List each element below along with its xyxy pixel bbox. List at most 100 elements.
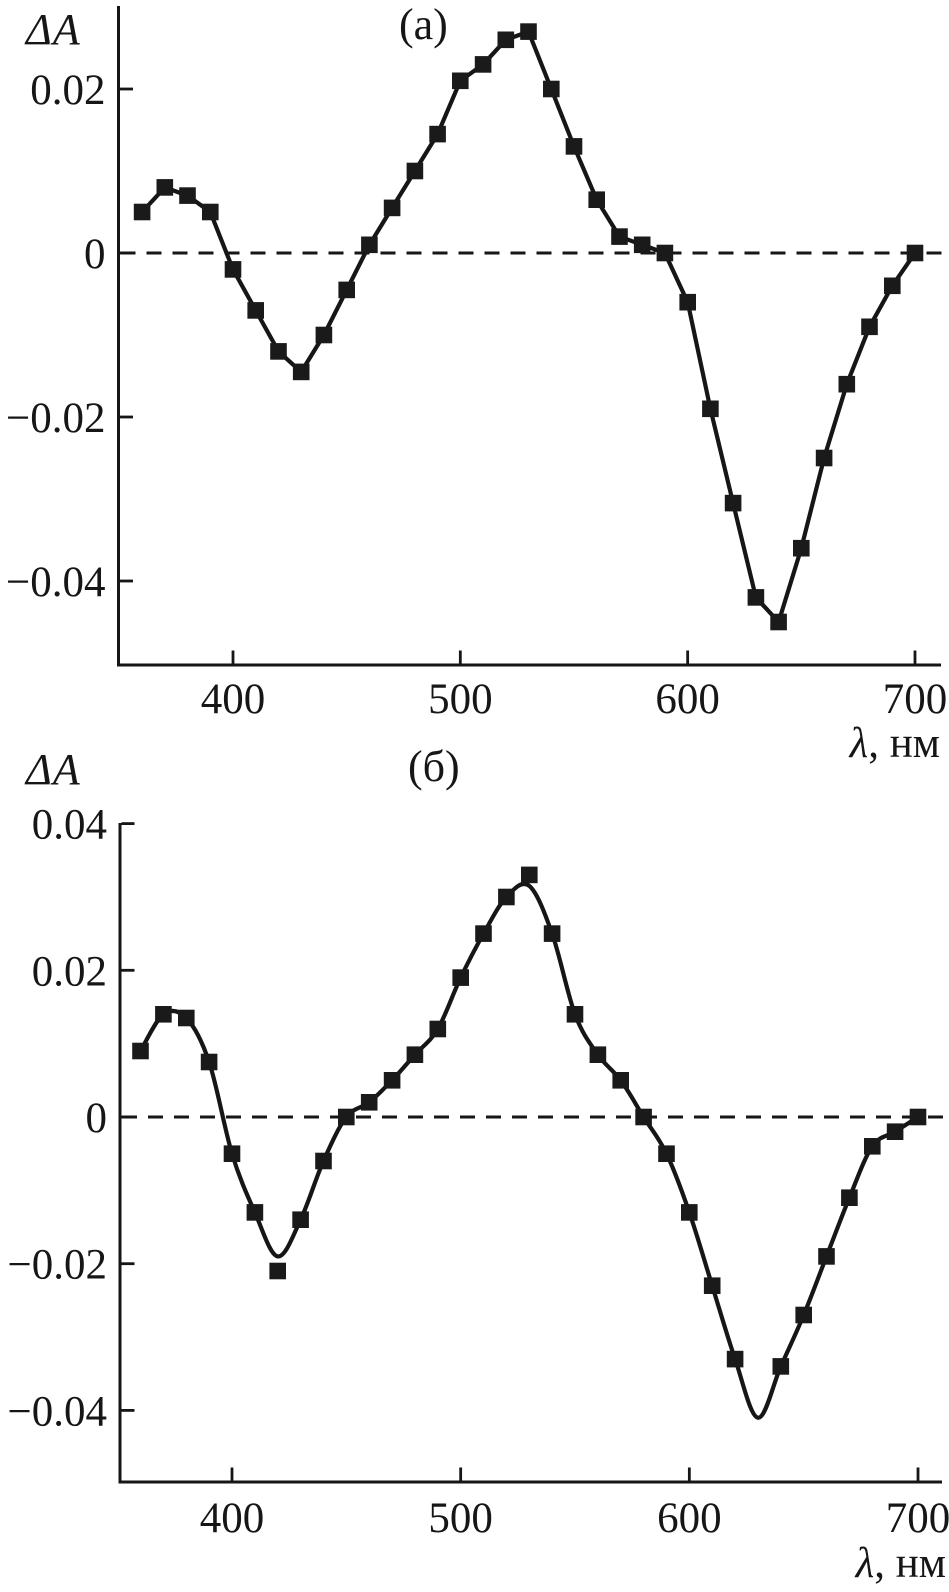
data-curve-b	[138, 881, 921, 1420]
x-tick-label: 600	[655, 676, 720, 723]
x-tick-label: 500	[428, 1495, 493, 1542]
y-tick-label: −0.04	[6, 559, 106, 606]
data-point-marker	[588, 191, 605, 208]
data-point-marker	[703, 1277, 721, 1294]
panel-a: 400 500 600 700 0.02 0 −0.02 −0.04	[6, 6, 947, 723]
data-point-marker	[315, 326, 333, 344]
data-point-marker	[383, 1072, 401, 1089]
data-point-marker	[884, 277, 901, 295]
y-tick-label: 0.04	[32, 802, 107, 849]
data-point-marker	[747, 589, 765, 606]
data-point-marker	[772, 1358, 790, 1375]
panel-a-y-axis-label: ΔA	[26, 5, 81, 54]
panel-b-title: (б)	[408, 742, 460, 791]
data-point-marker	[658, 1145, 675, 1162]
data-point-marker	[475, 925, 492, 942]
data-point-marker	[861, 318, 878, 336]
axis-lines	[117, 6, 941, 667]
data-point-marker	[565, 138, 583, 155]
data-point-marker	[818, 1248, 835, 1265]
x-tick-label: 500	[428, 676, 493, 723]
data-point-marker	[906, 244, 924, 262]
y-tick-label: −0.02	[6, 395, 106, 442]
data-point-marker	[383, 199, 401, 217]
data-point-marker	[202, 203, 219, 221]
data-point-marker	[543, 925, 561, 942]
data-point-marker	[200, 1053, 218, 1071]
data-point-marker	[338, 1108, 355, 1126]
data-point-marker	[702, 400, 719, 418]
data-point-marker	[520, 23, 537, 40]
data-point-marker	[429, 1020, 447, 1038]
data-point-marker	[909, 1108, 927, 1126]
x-tick-label: 400	[201, 676, 266, 723]
data-point-marker	[406, 1046, 424, 1063]
data-point-marker	[406, 162, 424, 180]
data-point-marker	[612, 1072, 629, 1089]
x-tick-label: 700	[886, 1495, 949, 1542]
data-point-marker	[315, 1152, 332, 1170]
data-point-marker	[179, 187, 196, 204]
data-point-marker	[589, 1046, 607, 1063]
data-point-marker	[429, 125, 446, 143]
panel-b: 400 500 600 700 0.04 0.02 0 −0.02 −0.04	[7, 802, 949, 1542]
y-tick-label: −0.04	[7, 1388, 107, 1435]
data-point-marker	[360, 1094, 378, 1111]
data-point-marker	[497, 31, 515, 49]
data-point-marker	[681, 1204, 698, 1221]
data-point-marker	[864, 1138, 881, 1155]
data-point-marker	[156, 179, 174, 196]
data-point-marker	[292, 363, 310, 381]
data-point-marker	[795, 1306, 812, 1324]
axis-lines	[118, 823, 942, 1484]
data-point-marker	[270, 343, 287, 360]
data-point-marker	[633, 236, 651, 254]
y-tick-label: 0	[84, 231, 106, 278]
panel-a-x-axis-units: , нм	[868, 720, 940, 767]
data-point-marker	[679, 293, 696, 311]
data-point-marker	[521, 866, 538, 884]
x-tick-label: 600	[657, 1495, 722, 1542]
data-point-marker	[292, 1211, 309, 1228]
y-tick-label: 0.02	[30, 67, 105, 114]
data-point-marker	[452, 969, 469, 986]
data-curve-a	[140, 29, 918, 625]
panel-b-y-axis-label: ΔA	[26, 745, 81, 794]
data-point-marker	[246, 1204, 264, 1221]
data-point-marker	[635, 1108, 652, 1126]
data-point-marker	[133, 203, 151, 221]
panel-b-lambda-symbol: λ	[855, 1540, 875, 1587]
data-point-marker	[269, 1262, 286, 1280]
panel-a-lambda-symbol: λ	[849, 720, 869, 767]
data-point-marker	[838, 375, 856, 393]
data-point-marker	[724, 494, 742, 512]
data-point-marker	[543, 80, 560, 98]
data-point-marker	[338, 281, 355, 299]
data-point-marker	[726, 1350, 744, 1368]
data-point-marker	[498, 888, 515, 906]
x-tick-label: 700	[883, 676, 948, 723]
panel-a-title: (а)	[399, 0, 448, 49]
panel-a-x-axis-label: λ, нм	[850, 722, 940, 765]
data-point-marker	[474, 56, 492, 73]
panel-b-x-axis-units: , нм	[874, 1540, 946, 1587]
x-tick-label: 400	[200, 1495, 265, 1542]
data-point-marker	[247, 302, 264, 319]
data-point-marker	[793, 539, 810, 557]
data-point-marker	[566, 1006, 584, 1023]
data-point-marker	[155, 1006, 172, 1023]
data-point-marker	[132, 1042, 149, 1060]
data-point-marker	[656, 244, 674, 262]
y-tick-label: 0	[86, 1095, 108, 1142]
data-point-marker	[223, 1145, 241, 1162]
data-point-marker	[770, 613, 787, 631]
data-point-marker	[178, 1009, 195, 1027]
panel-b-x-axis-label: λ, нм	[856, 1542, 946, 1585]
y-tick-label: 0.02	[32, 948, 107, 995]
data-point-marker	[361, 236, 378, 254]
data-point-marker	[886, 1123, 904, 1140]
data-point-marker	[815, 449, 833, 467]
data-point-marker	[611, 228, 628, 245]
